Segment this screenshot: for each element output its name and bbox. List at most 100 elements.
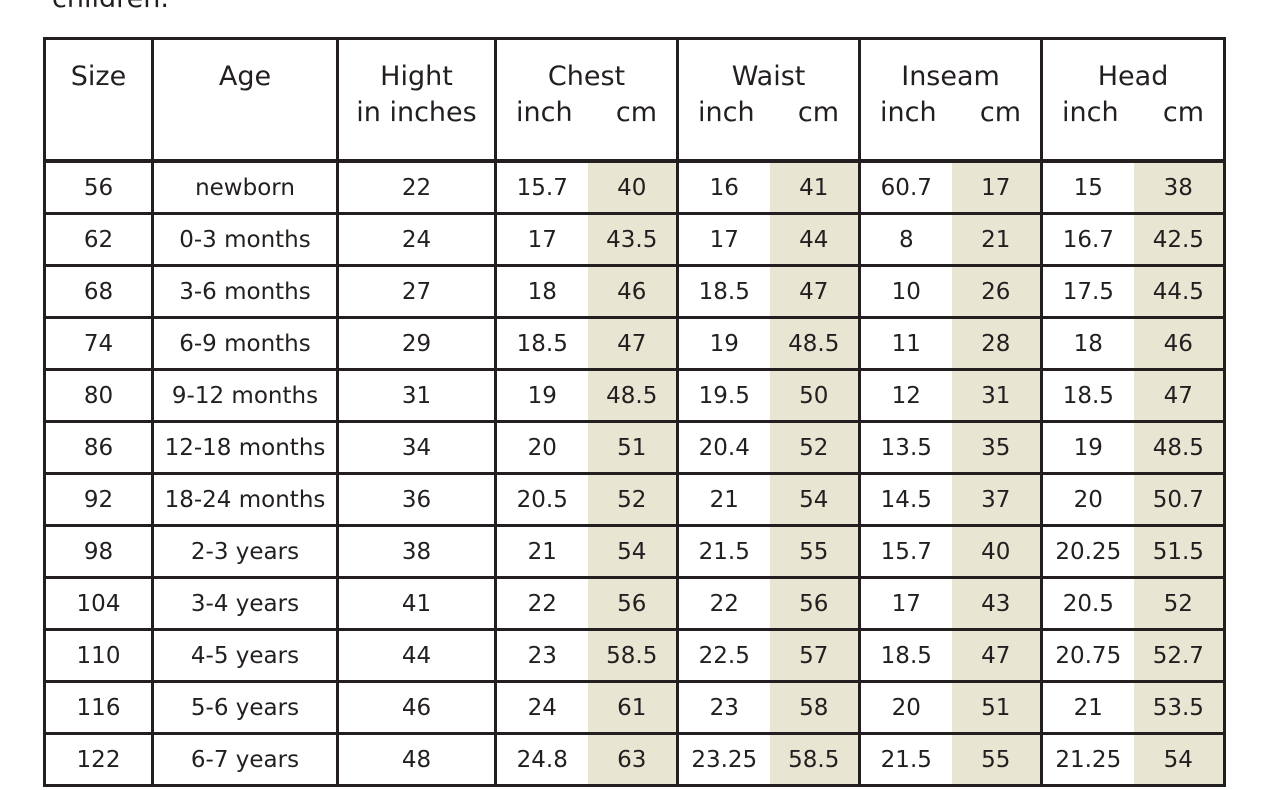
cell-head-inch: 20.75: [1041, 629, 1134, 683]
cell-height: 22: [337, 161, 497, 215]
size-chart-body: 56 newborn 22 15.7 40 16 41 60.7 17 15 38 62 0-3 mon…: [44, 161, 1225, 786]
header-waist: Waist inch cm: [677, 38, 862, 163]
cell-head-inch: 18.5: [1041, 369, 1134, 423]
table-row: 62 0-3 months 24 17 43.5 17 44 8 21 16.7 42.5: [44, 213, 1225, 267]
cell-inseam-cm: 47: [951, 629, 1044, 683]
cell-age: 6-9 months: [152, 317, 339, 371]
cell-age: 4-5 years: [152, 629, 339, 683]
table-row: 80 9-12 months 31 19 48.5 19.5 50 12 31 18.5 47: [44, 369, 1225, 423]
cell-height: 46: [337, 681, 497, 735]
cell-height: 44: [337, 629, 497, 683]
cell-size: 74: [44, 317, 154, 371]
cell-inseam-inch: 14.5: [859, 473, 952, 527]
cell-head-inch: 21: [1041, 681, 1134, 735]
cell-waist-inch: 16: [677, 161, 770, 215]
cell-waist-inch: 20.4: [677, 421, 770, 475]
cell-head-inch: 18: [1041, 317, 1134, 371]
cell-inseam-inch: 13.5: [859, 421, 952, 475]
header-head-cm: cm: [1162, 97, 1205, 128]
cell-head-cm: 42.5: [1133, 213, 1225, 267]
cell-waist-cm: 48.5: [769, 317, 862, 371]
cell-height: 29: [337, 317, 497, 371]
cell-inseam-cm: 28: [951, 317, 1044, 371]
cell-waist-cm: 58: [769, 681, 862, 735]
cell-chest-cm: 40: [587, 161, 680, 215]
intro-text: children.: [52, 0, 169, 14]
header-head-inch: inch: [1062, 97, 1119, 128]
table-row: 116 5-6 years 46 24 61 23 58 20 51 21 53.5: [44, 681, 1225, 735]
cell-head-cm: 51.5: [1133, 525, 1225, 579]
cell-chest-cm: 58.5: [587, 629, 680, 683]
cell-head-cm: 38: [1133, 161, 1225, 215]
cell-waist-cm: 47: [769, 265, 862, 319]
header-waist-title: Waist: [731, 61, 806, 92]
cell-chest-cm: 46: [587, 265, 680, 319]
cell-inseam-cm: 37: [951, 473, 1044, 527]
cell-inseam-cm: 17: [951, 161, 1044, 215]
header-head: Head inch cm: [1041, 38, 1225, 163]
cell-waist-cm: 50: [769, 369, 862, 423]
cell-size: 116: [44, 681, 154, 735]
header-waist-inch: inch: [698, 97, 755, 128]
cell-waist-cm: 52: [769, 421, 862, 475]
cell-size: 86: [44, 421, 154, 475]
cell-chest-inch: 17: [495, 213, 588, 267]
table-row: 92 18-24 months 36 20.5 52 21 54 14.5 37 20 50.7: [44, 473, 1225, 527]
cell-waist-cm: 54: [769, 473, 862, 527]
cell-waist-inch: 22.5: [677, 629, 770, 683]
size-chart-table: Size Age Hight in inches Chest inch cm Wa…: [43, 37, 1227, 787]
cell-head-inch: 19: [1041, 421, 1134, 475]
cell-height: 36: [337, 473, 497, 527]
cell-head-inch: 20.5: [1041, 577, 1134, 631]
cell-chest-inch: 21: [495, 525, 588, 579]
cell-head-cm: 44.5: [1133, 265, 1225, 319]
cell-waist-inch: 21: [677, 473, 770, 527]
cell-chest-inch: 24.8: [516, 746, 568, 773]
cell-age: 18-24 months: [152, 473, 339, 527]
cell-size: 68: [44, 265, 154, 319]
header-chest-inch: inch: [516, 97, 573, 128]
cell-waist-cm: 41: [769, 161, 862, 215]
table-row: 98 2-3 years 38 21 54 21.5 55 15.7 40 20.25 51.5: [44, 525, 1225, 579]
table-row: 110 4-5 years 44 23 58.5 22.5 57 18.5 47 20.75 52.…: [44, 629, 1225, 683]
table-row: 56 newborn 22 15.7 40 16 41 60.7 17 15 38: [44, 161, 1225, 215]
cell-head-inch: 16.7: [1041, 213, 1134, 267]
cell-head-cm: 52.7: [1133, 629, 1225, 683]
cell-waist-inch: 23: [677, 681, 770, 735]
cell-inseam-inch: 12: [859, 369, 952, 423]
header-row: Size Age Hight in inches Chest inch cm Wa…: [44, 38, 1225, 163]
cell-chest-inch: 23: [495, 629, 588, 683]
header-height-line1: Hight: [380, 61, 453, 92]
cell-waist-cm: 57: [769, 629, 862, 683]
cell-height: 31: [337, 369, 497, 423]
header-inseam-title: Inseam: [901, 61, 1000, 92]
cell-age: 3-4 years: [152, 577, 339, 631]
cell-size: 104: [44, 577, 154, 631]
table-row: 104 3-4 years 41 22 56 22 56 17 43 20.5 52: [44, 577, 1225, 631]
header-inseam: Inseam inch cm: [859, 38, 1044, 163]
cell-inseam-cm: 55: [951, 733, 1044, 786]
cell-chest-cm: 52: [587, 473, 680, 527]
cell-height: 41: [337, 577, 497, 631]
cell-size: 122: [44, 733, 154, 786]
cell-height: 27: [337, 265, 497, 319]
cell-head-cm: 46: [1133, 317, 1225, 371]
cell-inseam-inch: 60.7: [859, 161, 952, 215]
cell-waist-cm: 58.5: [769, 733, 862, 786]
cell-inseam-inch: 11: [859, 317, 952, 371]
header-waist-cm: cm: [797, 97, 840, 128]
cell-head-cm: 52: [1133, 577, 1225, 631]
cell-waist-inch: 22: [677, 577, 770, 631]
cell-head-inch: 20: [1041, 473, 1134, 527]
cell-inseam-inch: 20: [859, 681, 952, 735]
cell-inseam-cm: 40: [951, 525, 1044, 579]
cell-chest-cm: 56: [587, 577, 680, 631]
cell-chest-cm: 54: [587, 525, 680, 579]
cell-age: 6-7 years: [152, 733, 339, 786]
cell-inseam-cm: 43: [951, 577, 1044, 631]
cell-age: 12-18 months: [152, 421, 339, 475]
cell-head-inch: 15: [1041, 161, 1134, 215]
cell-head-inch: 20.25: [1041, 525, 1134, 579]
cell-size: 62: [44, 213, 154, 267]
cell-chest-inch: 15.7: [495, 161, 588, 215]
